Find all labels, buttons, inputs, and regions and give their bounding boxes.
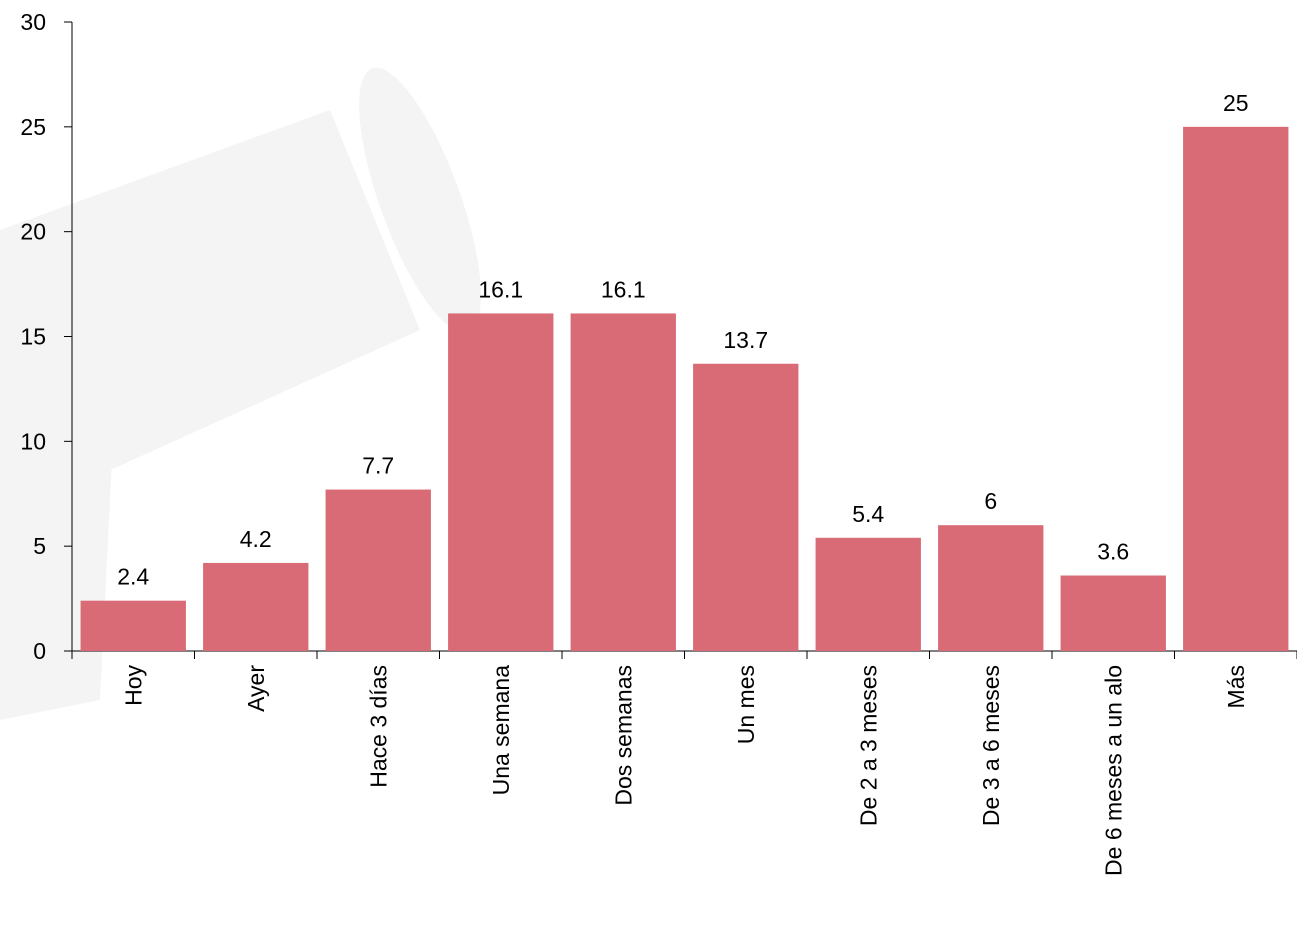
x-tick-label: Dos semanas bbox=[610, 665, 636, 806]
value-label: 4.2 bbox=[240, 526, 272, 552]
x-tick-label: Una semana bbox=[488, 665, 514, 796]
x-tick-label: De 2 a 3 meses bbox=[855, 665, 881, 826]
value-label: 7.7 bbox=[362, 453, 394, 479]
bar bbox=[1060, 575, 1166, 651]
bar bbox=[80, 600, 186, 651]
value-label: 6 bbox=[984, 488, 997, 514]
x-tick-label: Un mes bbox=[733, 665, 759, 744]
value-label: 5.4 bbox=[852, 501, 884, 527]
bar bbox=[693, 363, 799, 651]
y-tick-label: 20 bbox=[20, 219, 46, 245]
bar bbox=[570, 313, 676, 651]
x-tick-label: Ayer bbox=[243, 665, 269, 712]
value-label: 25 bbox=[1223, 90, 1249, 116]
bar bbox=[1183, 126, 1289, 652]
y-tick-label: 25 bbox=[20, 114, 46, 140]
y-tick-label: 0 bbox=[33, 638, 46, 664]
bar bbox=[203, 562, 309, 651]
x-tick-label: De 6 meses a un alo bbox=[1100, 665, 1126, 876]
value-label: 3.6 bbox=[1097, 539, 1129, 565]
x-tick-label: Hoy bbox=[120, 665, 146, 706]
y-tick-label: 30 bbox=[20, 9, 46, 35]
bar bbox=[448, 313, 554, 651]
value-label: 16.1 bbox=[601, 276, 646, 302]
value-label: 13.7 bbox=[723, 327, 768, 353]
y-tick-label: 5 bbox=[33, 533, 46, 559]
y-tick-label: 10 bbox=[20, 428, 46, 454]
bar bbox=[938, 525, 1044, 651]
bar bbox=[325, 489, 431, 651]
x-tick-label: Más bbox=[1223, 665, 1249, 708]
value-label: 16.1 bbox=[478, 276, 523, 302]
y-tick-label: 15 bbox=[20, 324, 46, 350]
bar bbox=[815, 537, 921, 651]
x-tick-label: Hace 3 días bbox=[365, 665, 391, 788]
x-tick-label: De 3 a 6 meses bbox=[978, 665, 1004, 826]
value-label: 2.4 bbox=[117, 564, 149, 590]
